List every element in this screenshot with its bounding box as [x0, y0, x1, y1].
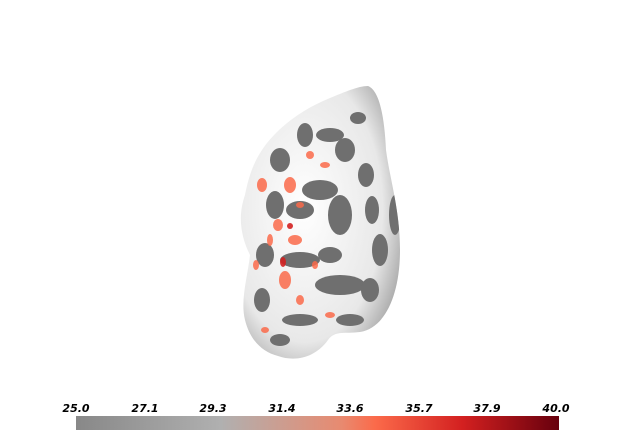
sulci-pattern: [254, 112, 400, 346]
colorbar-tick: 33.6: [336, 402, 364, 415]
colorbar-tick: 31.4: [268, 402, 296, 415]
colorbar-tick: 29.3: [199, 402, 227, 415]
colorbar-tick: 25.0: [62, 402, 90, 415]
colorbar-tick: 37.9: [473, 402, 501, 415]
brain-surface-render: [240, 86, 400, 359]
colorbar-tick: 27.1: [131, 402, 159, 415]
activation-overlay: [253, 151, 335, 333]
colorbar-tick: 40.0: [542, 402, 570, 415]
colorbar-tick: 35.7: [405, 402, 433, 415]
colorbar: [76, 416, 559, 430]
brain-hemisphere: [240, 86, 400, 359]
